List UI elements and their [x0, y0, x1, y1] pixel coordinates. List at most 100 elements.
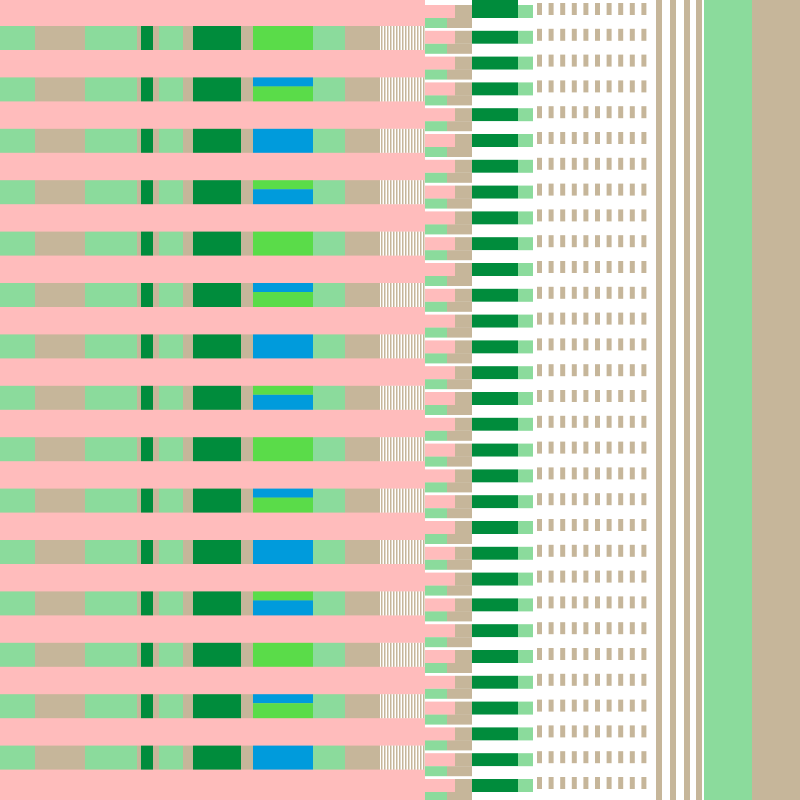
comb-mint-tooth [425, 18, 447, 28]
hatch-line [420, 77, 422, 102]
row-segment [153, 231, 159, 256]
hatch-line [402, 591, 404, 616]
comb-tan-small [455, 495, 472, 509]
row-segment [183, 128, 193, 153]
hatch-line [405, 437, 407, 462]
row-segment [183, 283, 193, 307]
row-segment [241, 694, 253, 719]
hatch-line [423, 488, 425, 513]
hatch-line [414, 334, 416, 359]
dash-mark [606, 183, 612, 196]
dash-mark [606, 751, 612, 764]
comb-mint-tooth [425, 456, 447, 467]
dash-mark [618, 80, 624, 93]
hatch-line [417, 128, 419, 153]
hatch-line [396, 745, 398, 770]
comb-tan-small [455, 443, 472, 457]
row-segment [193, 180, 241, 205]
row-segment [35, 745, 85, 770]
dash-mark [571, 28, 577, 41]
hatch-line [381, 591, 383, 616]
dash-mark [560, 28, 566, 41]
row-segment [35, 385, 85, 410]
dash-mark [537, 80, 542, 93]
hatch-line [402, 642, 404, 667]
comb-tan-small [455, 263, 472, 276]
dash-mark [618, 622, 624, 635]
hatch-line [399, 128, 401, 153]
comb-green-bar [472, 185, 518, 199]
hatch-line [390, 745, 392, 770]
row-segment [313, 694, 345, 719]
comb-pink-tooth [425, 108, 455, 122]
hatch-line [399, 745, 401, 770]
hatch-line [387, 540, 389, 564]
dash-mark [595, 751, 600, 764]
hatch-line [390, 180, 392, 205]
hatch-line [420, 180, 422, 205]
hatch-line [417, 642, 419, 667]
comb-tan-small [455, 546, 472, 560]
dash-mark [629, 390, 635, 402]
comb-tan-small [455, 624, 472, 638]
dash-mark [618, 28, 624, 41]
hatch-line [384, 128, 386, 153]
comb-mint-small [518, 624, 533, 638]
hatch-line [423, 77, 425, 102]
dash-mark [560, 699, 566, 712]
row-segment [345, 77, 380, 102]
row-segment [141, 540, 153, 564]
row-segment [35, 283, 85, 307]
hatch-line [411, 128, 413, 153]
comb-mint-small [518, 546, 533, 560]
hatch-line [399, 231, 401, 256]
row-segment [241, 745, 253, 770]
dash-mark [537, 493, 542, 506]
row-segment [313, 642, 345, 667]
row-segment [85, 488, 137, 513]
dash-mark [560, 415, 566, 428]
comb-green-bar [472, 56, 518, 70]
comb-green-bar [472, 30, 518, 44]
comb-gap [472, 301, 518, 304]
comb-tan-small [455, 392, 472, 405]
dash-mark [606, 209, 612, 222]
row-segment [159, 694, 183, 719]
hatch-line [399, 385, 401, 410]
row-segment [137, 128, 141, 153]
row-segment [193, 26, 241, 50]
row-segment [345, 540, 380, 564]
dash-mark [583, 544, 589, 557]
dash-mark [641, 622, 647, 635]
row-segment [153, 385, 159, 410]
hatch-line [387, 77, 389, 102]
row-segment [183, 745, 193, 770]
comb-tan-small [455, 159, 472, 173]
comb-mint-small [518, 159, 533, 173]
hatch-line [402, 231, 404, 256]
dash-mark [537, 3, 542, 15]
comb-tan-small [455, 134, 472, 147]
dash-mark [641, 648, 647, 660]
dash-mark [571, 157, 577, 170]
dash-mark [548, 364, 554, 377]
hatch-line [414, 745, 416, 770]
dash-mark [606, 725, 612, 738]
row-segment [345, 180, 380, 205]
dash-mark [595, 157, 600, 170]
hatch-line [390, 591, 392, 616]
right-thin-line [656, 0, 662, 800]
row-segment [193, 385, 241, 410]
dash-mark [537, 648, 542, 660]
dash-mark [606, 519, 612, 531]
comb-mint-small [518, 314, 533, 328]
hatch-line [399, 334, 401, 359]
hatch-line [423, 385, 425, 410]
hatch-line [402, 745, 404, 770]
hatch-line [381, 694, 383, 719]
hatch-line [381, 26, 383, 50]
row-segment [85, 540, 137, 564]
hatch-line [387, 642, 389, 667]
comb-pink-tooth [425, 417, 455, 431]
row-segment [241, 180, 253, 205]
